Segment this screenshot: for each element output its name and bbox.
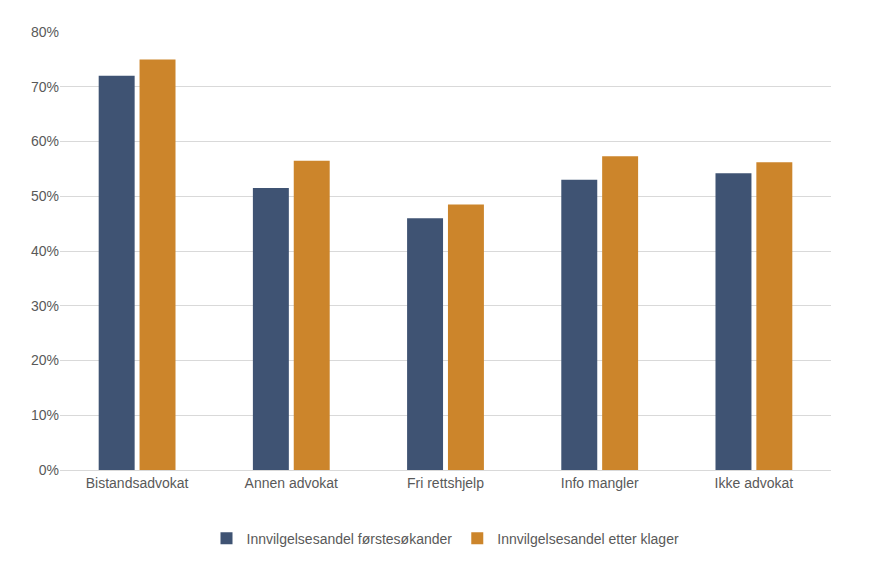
svg-text:70%: 70% bbox=[31, 79, 59, 95]
svg-text:0%: 0% bbox=[39, 462, 59, 478]
svg-text:10%: 10% bbox=[31, 407, 59, 423]
svg-text:Bistandsadvokat: Bistandsadvokat bbox=[86, 475, 189, 491]
svg-text:30%: 30% bbox=[31, 298, 59, 314]
svg-text:Info mangler: Info mangler bbox=[561, 475, 639, 491]
svg-text:Ikke advokat: Ikke advokat bbox=[715, 475, 794, 491]
svg-text:Innvilgelsesandel førstesøkand: Innvilgelsesandel førstesøkander bbox=[247, 531, 453, 547]
svg-text:80%: 80% bbox=[31, 24, 59, 40]
svg-text:50%: 50% bbox=[31, 188, 59, 204]
svg-text:40%: 40% bbox=[31, 243, 59, 259]
svg-text:Annen advokat: Annen advokat bbox=[245, 475, 339, 491]
svg-text:60%: 60% bbox=[31, 133, 59, 149]
svg-text:Innvilgelsesandel etter klager: Innvilgelsesandel etter klager bbox=[497, 531, 679, 547]
svg-text:Fri rettshjelp: Fri rettshjelp bbox=[407, 475, 484, 491]
svg-text:20%: 20% bbox=[31, 352, 59, 368]
